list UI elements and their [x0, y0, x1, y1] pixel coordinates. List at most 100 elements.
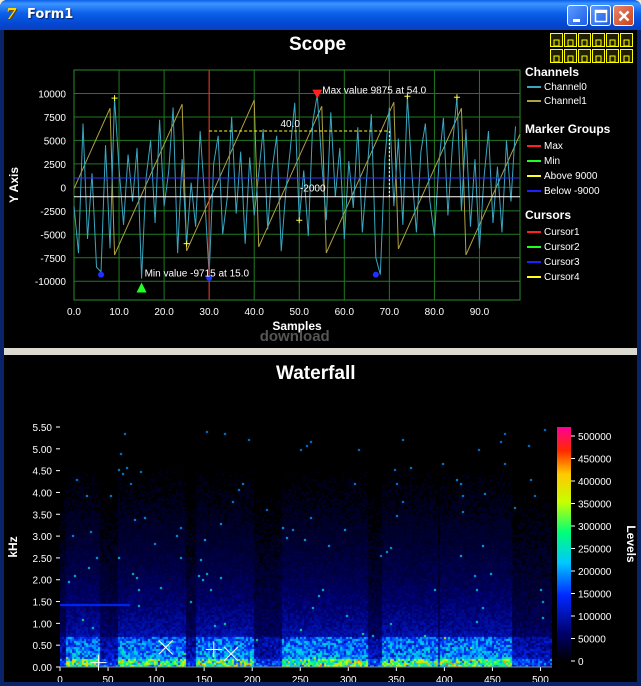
y-tick-label: 1.50 — [33, 598, 53, 609]
zoom-reset-icon[interactable] — [620, 49, 633, 63]
zoom-in-icon[interactable] — [550, 49, 563, 63]
legend-item: Max — [544, 141, 563, 152]
x-tick-label: 250 — [292, 675, 309, 682]
close-button[interactable] — [613, 5, 634, 26]
y-axis-label: kHz — [6, 536, 20, 557]
y-tick-label: 2.00 — [33, 576, 53, 587]
marker-above-9000 — [404, 93, 411, 100]
y-axis-label: Y Axis — [7, 167, 21, 203]
waterfall-cursor — [158, 640, 174, 655]
zoom-fit-icon[interactable] — [606, 49, 619, 63]
x-tick-label: 0 — [57, 675, 63, 682]
legend-item: Cursor2 — [544, 242, 580, 253]
y-tick-label: 7500 — [44, 113, 67, 124]
pause-icon[interactable] — [550, 33, 563, 47]
splitter[interactable] — [4, 348, 637, 355]
close-icon — [618, 10, 630, 22]
x-tick-label: 20.0 — [154, 307, 174, 318]
waterfall-plot[interactable] — [60, 427, 552, 667]
x-tick-label: 400 — [436, 675, 453, 682]
x-tick-label: 30.0 — [199, 307, 219, 318]
delta-y-label: -2000 — [300, 183, 326, 194]
y-tick-label: -2500 — [40, 207, 66, 218]
y-tick-label: 0.00 — [33, 663, 53, 674]
marker-above-9000 — [453, 94, 460, 101]
x-tick-label: 100 — [148, 675, 165, 682]
y-tick-label: 4.50 — [33, 467, 53, 478]
marker-below-minus-9000 — [98, 271, 105, 278]
clipboard-icon[interactable] — [592, 33, 605, 47]
x-tick-label: 300 — [340, 675, 357, 682]
y-tick-label: 3.00 — [33, 532, 53, 543]
zoom-x-icon[interactable] — [578, 49, 591, 63]
colorbar-label: Levels — [624, 525, 637, 563]
legend-item: Cursor4 — [544, 272, 580, 283]
x-tick-label: 70.0 — [380, 307, 400, 318]
legend-item: Below -9000 — [544, 186, 600, 197]
y-tick-label: -5000 — [40, 230, 66, 241]
save-icon[interactable] — [606, 33, 619, 47]
y-tick-label: -7500 — [40, 254, 66, 265]
y-tick-label: 2.50 — [33, 554, 53, 565]
marker-above-9000 — [183, 240, 190, 247]
min-value-label: Min value -9715 at 15.0 — [145, 269, 250, 280]
minimize-button[interactable] — [567, 5, 588, 26]
marker-max — [312, 89, 323, 99]
x-axis-label: Samples — [272, 319, 322, 333]
x-tick-label: 40.0 — [244, 307, 264, 318]
print-icon[interactable] — [578, 33, 591, 47]
x-tick-label: 450 — [484, 675, 501, 682]
series-channel0 — [73, 94, 516, 279]
title-bar[interactable]: 7 Form1 — [0, 0, 641, 30]
colorbar-tick-label: 200000 — [578, 567, 612, 578]
colorbar-tick-label: 300000 — [578, 522, 612, 533]
y-tick-label: 10000 — [38, 89, 66, 100]
y-tick-label: 0.50 — [33, 641, 53, 652]
x-tick-label: 80.0 — [425, 307, 445, 318]
legend-item: Min — [544, 156, 560, 167]
wrench-icon[interactable] — [620, 33, 633, 47]
legend-item: Channel0 — [544, 82, 587, 93]
y-tick-label: 3.50 — [33, 510, 53, 521]
waterfall-cursor — [223, 646, 239, 662]
y-tick-label: 1.00 — [33, 619, 53, 630]
zoom-out-icon[interactable] — [564, 49, 577, 63]
x-tick-label: 350 — [388, 675, 405, 682]
x-tick-label: 10.0 — [109, 307, 129, 318]
marker-min — [136, 282, 147, 293]
colorbar-tick-label: 350000 — [578, 500, 612, 511]
colorbar-tick-label: 100000 — [578, 612, 612, 623]
legend-item: Cursor3 — [544, 257, 580, 268]
scope-chart[interactable]: Channels Channel0 Channel1 Marker Groups Max… — [4, 30, 637, 348]
marker-below-minus-9000 — [372, 271, 379, 278]
delta-x-label: 40.0 — [281, 119, 301, 130]
download-watermark: download — [260, 328, 330, 345]
scope-legend: Channels Channel0 Channel1 Marker Groups Max… — [525, 65, 611, 283]
y-tick-label: 0 — [60, 183, 66, 194]
colorbar-tick-label: 250000 — [578, 545, 612, 556]
x-tick-label: 500 — [532, 675, 549, 682]
plot-area-frame — [73, 69, 521, 301]
colorbar-tick-label: 150000 — [578, 590, 612, 601]
x-tick-label: 50.0 — [290, 307, 310, 318]
client-area: Scope Channels Channel0 Channel1 Marker Gro… — [4, 30, 637, 682]
maximize-button[interactable] — [590, 5, 611, 26]
legend-cursors-title: Cursors — [525, 208, 571, 222]
max-value-label: Max value 9875 at 54.0 — [322, 86, 426, 97]
window-title: Form1 — [27, 7, 74, 22]
y-tick-label: 5.50 — [33, 423, 53, 434]
y-tick-label: 5.00 — [33, 445, 53, 456]
legend-item: Channel1 — [544, 96, 587, 107]
x-tick-label: 0.0 — [67, 307, 81, 318]
x-tick-label: 90.0 — [470, 307, 490, 318]
y-tick-label: 5000 — [44, 136, 67, 147]
copy-icon[interactable] — [564, 33, 577, 47]
waterfall-title: Waterfall — [276, 363, 356, 384]
marker-above-9000 — [296, 217, 303, 224]
waterfall-cursor — [90, 654, 107, 671]
zoom-y-icon[interactable] — [592, 49, 605, 63]
colorbar-tick-label: 400000 — [578, 477, 612, 488]
colorbar-tick-label: 0 — [578, 657, 584, 668]
scope-title: Scope — [289, 34, 347, 55]
colorbar-tick-label: 500000 — [578, 432, 612, 443]
